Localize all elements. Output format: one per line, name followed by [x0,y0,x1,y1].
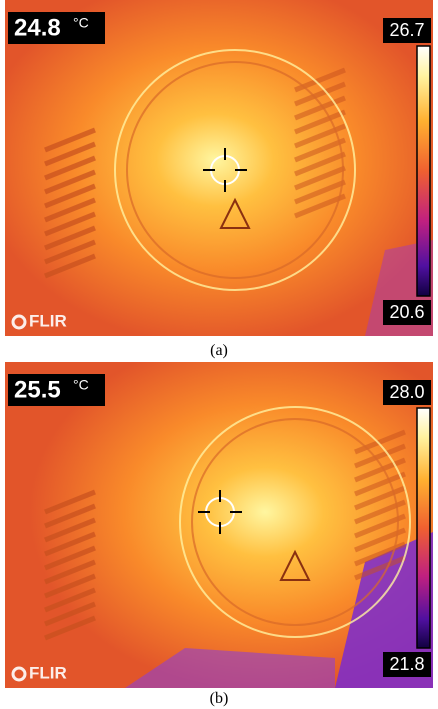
grille [44,169,96,195]
unit: °C [73,377,89,393]
grille [44,197,96,223]
grille [44,545,96,571]
spot-box [8,374,105,406]
grille [44,141,96,167]
spot-temperature: 24.8 [14,14,61,41]
fan-cover [179,406,411,638]
grille [44,615,96,641]
crosshair [203,148,247,192]
grille [294,193,346,219]
grille [44,211,96,237]
grille [354,471,406,497]
grille [294,151,346,177]
spot-temperature: 25.5 [14,376,61,403]
grille [44,127,96,153]
grille [294,137,346,163]
grille [354,457,406,483]
scale-max-box [383,380,431,405]
warning-sign [219,197,251,229]
warning-sign [279,549,311,581]
grille [44,225,96,251]
grille [294,109,346,135]
thermal-image: 25.5 °C 28.0 21.8 FLIR [5,362,433,688]
grille [44,489,96,515]
fan-cover [126,61,344,279]
scale-max-box [383,18,431,43]
scale-max: 28.0 [389,382,424,402]
grille [294,165,346,191]
logo-mark [11,666,27,682]
grille [354,485,406,511]
scale-min: 21.8 [389,654,424,674]
grille [44,253,96,279]
grille [294,179,346,205]
grille [44,517,96,543]
grille [44,531,96,557]
grille [44,559,96,585]
grille [294,95,346,121]
grille [44,503,96,529]
grille [44,573,96,599]
grille [44,587,96,613]
grille [44,601,96,627]
scale-min-box [383,652,431,677]
grille [294,81,346,107]
scale-max: 26.7 [389,20,424,40]
scale-min-box [383,300,431,325]
grille [354,443,406,469]
grille [44,239,96,265]
unit: °C [73,15,89,31]
thermal-image: 24.8 °C 26.7 20.6 FLIR [5,0,433,336]
caption: (b) [209,690,229,707]
crosshair [198,490,242,534]
logo: FLIR [29,311,67,330]
grille [44,183,96,209]
logo: FLIR [29,663,67,682]
scale-min: 20.6 [389,302,424,322]
grille [354,429,406,455]
color-bar [416,45,431,297]
grille [44,155,96,181]
logo-mark [11,314,27,330]
grille [354,555,406,581]
fan-cover [191,418,399,626]
grille [354,513,406,539]
color-bar [416,407,431,649]
fan-cover [114,49,356,291]
cool-region [125,648,335,688]
spot-box [8,12,105,44]
grille [294,123,346,149]
grille [354,541,406,567]
caption: (a) [210,342,228,359]
cool-region [335,532,433,688]
